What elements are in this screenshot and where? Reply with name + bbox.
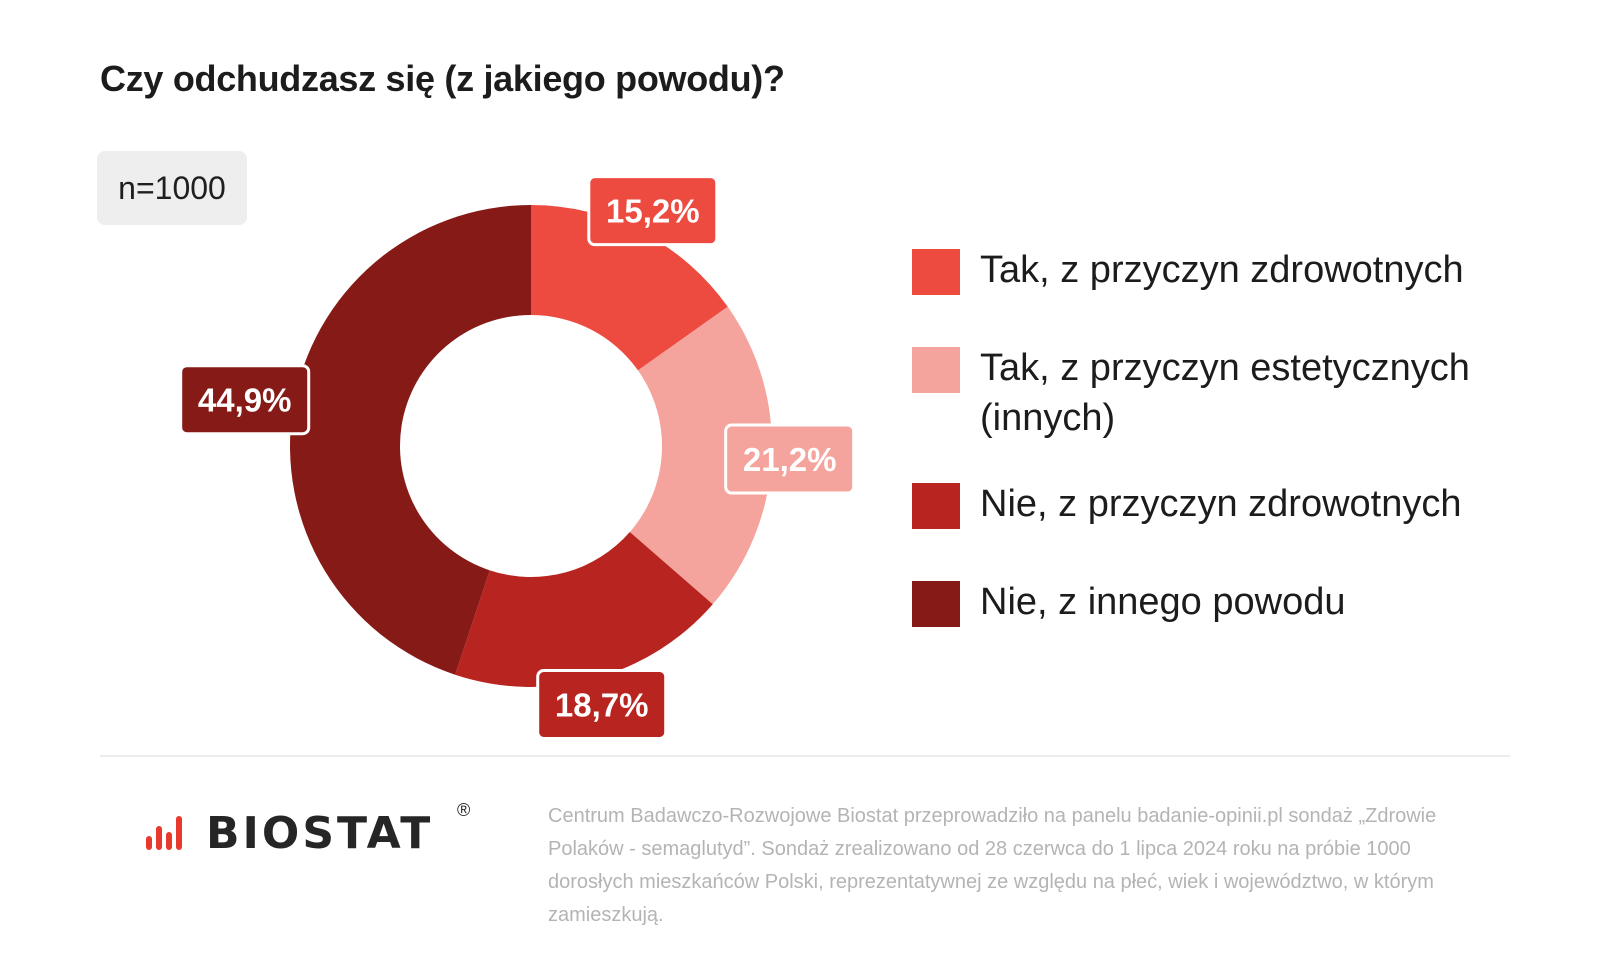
donut-slice: [290, 205, 531, 675]
registered-mark: ®: [457, 800, 471, 820]
legend-swatch: [912, 249, 960, 295]
data-label-text: 21,2%: [743, 441, 837, 478]
data-label-box: [536, 669, 668, 740]
donut-slice: [531, 205, 728, 371]
legend-label: Nie, z przyczyn zdrowotnych: [980, 483, 1462, 525]
donut-slice: [455, 532, 713, 687]
divider: [100, 755, 1510, 757]
logo-wordmark: BIOSTAT: [206, 808, 434, 859]
legend-label: Tak, z przyczyn estetycznych (innych): [980, 347, 1470, 439]
legend: Tak, z przyczyn zdrowotnych Tak, z przyc…: [912, 245, 1572, 675]
data-label-text: 44,9%: [198, 382, 292, 419]
donut-slice: [629, 306, 772, 605]
data-label-box: [724, 423, 856, 495]
data-label-text: 18,7%: [555, 687, 649, 724]
legend-swatch: [912, 347, 960, 393]
chart-title: Czy odchudzasz się (z jakiego powodu)?: [100, 58, 785, 99]
donut-chart: 15,2% 21,2% 18,7% 44,9%: [179, 175, 856, 740]
legend-item: Tak, z przyczyn zdrowotnych: [912, 245, 1572, 343]
data-label-box: [587, 175, 719, 247]
data-label: 44,9%: [179, 364, 311, 436]
legend-swatch: [912, 581, 960, 627]
data-label: 15,2%: [587, 175, 719, 247]
data-label: 21,2%: [724, 423, 856, 495]
legend-item: Nie, z innego powodu: [912, 577, 1572, 675]
legend-label: Tak, z przyczyn zdrowotnych: [980, 249, 1464, 291]
sample-size-badge: n=1000: [97, 151, 247, 225]
data-label: 18,7%: [536, 669, 668, 740]
legend-swatch: [912, 483, 960, 529]
survey-note: Centrum Badawczo-Rozwojowe Biostat przep…: [548, 805, 1437, 926]
legend-item: Nie, z przyczyn zdrowotnych: [912, 479, 1572, 577]
biostat-logo: BIOSTAT ®: [144, 800, 484, 859]
legend-item: Tak, z przyczyn estetycznych (innych): [912, 343, 1572, 479]
data-label-text: 15,2%: [606, 193, 700, 230]
data-label-box: [179, 364, 311, 436]
legend-label: Nie, z innego powodu: [980, 581, 1346, 623]
bar-chart-logo-icon: [146, 816, 182, 850]
